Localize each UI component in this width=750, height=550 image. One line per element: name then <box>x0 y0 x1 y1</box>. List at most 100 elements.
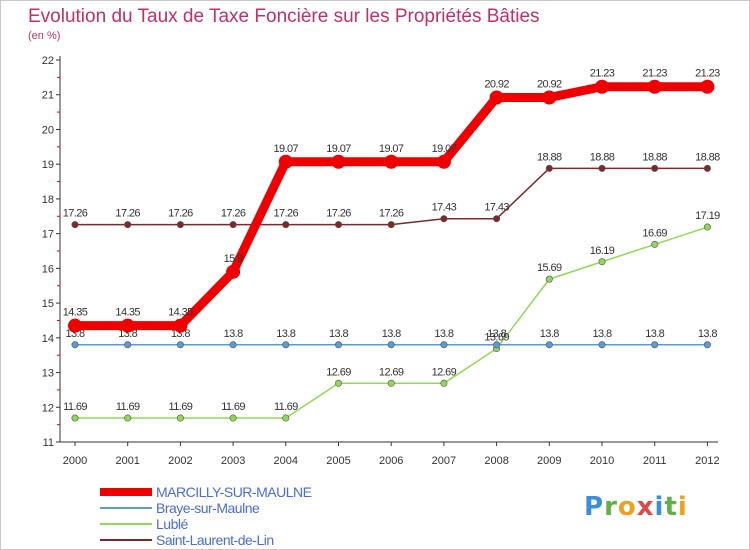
chart-subtitle: (en %) <box>28 30 61 42</box>
data-label: 21.23 <box>642 68 667 80</box>
data-point <box>651 341 659 349</box>
y-tick-label: 21 <box>42 90 54 102</box>
data-point <box>598 341 606 349</box>
data-label: 17.26 <box>221 208 246 220</box>
data-point <box>229 341 237 349</box>
data-label: 14.35 <box>63 307 88 319</box>
data-point <box>651 164 659 172</box>
logo-letter: P <box>584 492 605 522</box>
data-label: 17.26 <box>326 208 351 220</box>
data-point <box>542 90 557 105</box>
data-point <box>489 90 504 105</box>
data-label: 13.8 <box>276 328 295 340</box>
data-point <box>440 341 448 349</box>
data-label: 17.26 <box>168 208 193 220</box>
data-point <box>71 341 79 349</box>
x-tick-label: 2005 <box>326 455 350 467</box>
legend-swatch <box>100 507 152 509</box>
data-point <box>545 164 553 172</box>
data-point <box>703 164 711 172</box>
data-label: 11.69 <box>63 401 87 413</box>
x-tick-label: 2010 <box>590 455 614 467</box>
data-point <box>387 379 395 387</box>
y-tick-label: 19 <box>42 159 54 171</box>
data-point <box>334 221 342 229</box>
data-label: 17.43 <box>484 202 509 214</box>
y-tick-label: 11 <box>43 437 54 449</box>
data-label: 13.8 <box>592 328 611 340</box>
data-point <box>493 215 501 223</box>
y-tick-label: 17 <box>42 229 54 241</box>
data-label: 13.8 <box>698 328 717 340</box>
data-label: 12.69 <box>326 366 351 378</box>
data-label: 21.23 <box>590 68 615 80</box>
data-label: 18.88 <box>537 151 562 163</box>
data-label: 13.8 <box>434 328 453 340</box>
data-point <box>440 215 448 223</box>
y-tick-label: 18 <box>42 194 54 206</box>
x-tick-label: 2009 <box>537 455 561 467</box>
data-label: 11.69 <box>274 401 298 413</box>
data-point <box>334 379 342 387</box>
data-label: 11.69 <box>221 401 245 413</box>
legend-label: MARCILLY-SUR-MAULNE <box>156 484 312 500</box>
logo-letter: r <box>604 492 618 522</box>
data-point <box>173 318 188 333</box>
y-tick-label: 22 <box>42 55 54 67</box>
data-label: 15.69 <box>537 262 562 274</box>
data-label: 17.26 <box>63 208 88 220</box>
data-label: 18.88 <box>590 151 615 163</box>
data-point <box>387 341 395 349</box>
data-label: 11.69 <box>116 401 140 413</box>
x-tick-label: 2002 <box>168 455 192 467</box>
logo-letter: t <box>664 492 678 522</box>
data-label: 12.69 <box>379 366 404 378</box>
y-tick-label: 20 <box>42 124 54 136</box>
x-tick-label: 2006 <box>379 455 403 467</box>
data-label: 13.8 <box>540 328 559 340</box>
data-point <box>595 79 609 94</box>
series-line <box>75 82 708 331</box>
legend-swatch <box>100 523 152 525</box>
data-label: 17.19 <box>695 210 720 222</box>
x-tick-label: 2000 <box>63 455 87 467</box>
y-tick-label: 12 <box>42 402 54 414</box>
data-point <box>71 221 79 229</box>
data-label: 17.26 <box>115 208 140 220</box>
logo-letter: x <box>636 492 655 522</box>
data-point <box>68 318 82 333</box>
x-tick-label: 2012 <box>695 455 719 467</box>
data-point <box>387 221 395 229</box>
data-point <box>278 154 293 169</box>
data-point <box>124 341 132 349</box>
data-point <box>124 221 132 229</box>
x-tick-label: 2004 <box>274 455 298 467</box>
chart-title: Evolution du Taux de Taxe Foncière sur l… <box>28 6 540 27</box>
data-point <box>282 341 290 349</box>
x-tick-label: 2003 <box>221 455 245 467</box>
data-label: 19.07 <box>432 143 457 155</box>
x-tick-label: 2011 <box>643 455 667 467</box>
data-label: 13.8 <box>645 328 664 340</box>
data-label: 13.8 <box>329 328 348 340</box>
logo-letter: o <box>617 492 637 522</box>
legend-swatch <box>100 539 152 541</box>
logo-letter: i <box>654 492 665 522</box>
data-label: 20.92 <box>484 79 509 91</box>
y-tick-label: 15 <box>42 298 54 310</box>
data-label: 13.8 <box>224 328 243 340</box>
proxiti-logo: Proxiti <box>584 492 688 522</box>
data-point <box>703 341 711 349</box>
data-label: 13.8 <box>382 328 401 340</box>
y-tick-label: 14 <box>42 333 54 345</box>
data-point <box>598 164 606 172</box>
data-point <box>229 414 237 422</box>
data-label: 21.23 <box>695 68 720 80</box>
data-label: 15.9 <box>224 253 243 265</box>
data-point <box>703 223 711 231</box>
data-point <box>334 341 342 349</box>
data-label: 17.43 <box>432 202 457 214</box>
data-label: 19.07 <box>379 143 404 155</box>
data-label: 20.92 <box>537 79 562 91</box>
